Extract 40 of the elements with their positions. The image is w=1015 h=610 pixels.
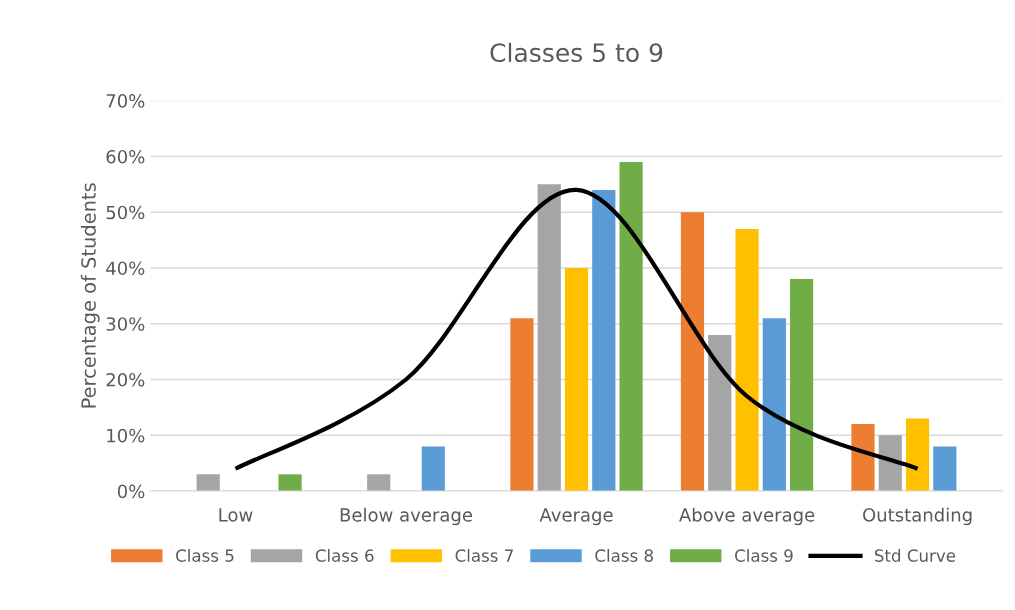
bar [905,418,930,492]
x-tick-label: Low [219,508,253,522]
bar [537,184,561,492]
bar [592,189,616,492]
y-tick-label: 50% [106,205,145,220]
bar [196,474,220,492]
y-tick-label: 0% [117,484,145,499]
bar [735,228,759,492]
x-tick-label: Average [539,508,613,526]
bar [510,318,534,492]
bar [933,446,957,492]
chart-title: Classes 5 to 9 [490,42,663,63]
bar [878,435,902,492]
y-tick-label: 30% [106,317,145,331]
legend-label: Class 9 [735,548,793,562]
y-axis-title: Percentage of Students [80,183,100,408]
bar [851,424,875,492]
y-tick-label: 70% [106,94,145,108]
y-tick-label: 60% [106,149,145,164]
bar [790,279,814,492]
legend-label: Std Curve [874,548,956,562]
bar [278,474,302,492]
y-tick-label: 10% [107,428,145,443]
legend-label: Class 8 [595,548,653,562]
bar [708,334,732,492]
bar [762,318,786,492]
x-tick-label: Above average [679,507,815,526]
line-series [233,187,920,471]
x-tick-label: Below average [340,507,473,526]
y-tick-label: 40% [106,261,145,276]
legend-label: Class 5 [176,548,234,562]
bar [421,446,445,492]
legend-label: Class 6 [315,548,374,562]
bar [619,162,643,492]
x-tick-label: Outstanding [863,507,972,526]
bar [367,474,391,492]
y-tick-label: 20% [106,372,145,387]
legend-label: Class 7 [455,548,513,562]
bar [680,212,705,492]
bar [564,267,589,492]
